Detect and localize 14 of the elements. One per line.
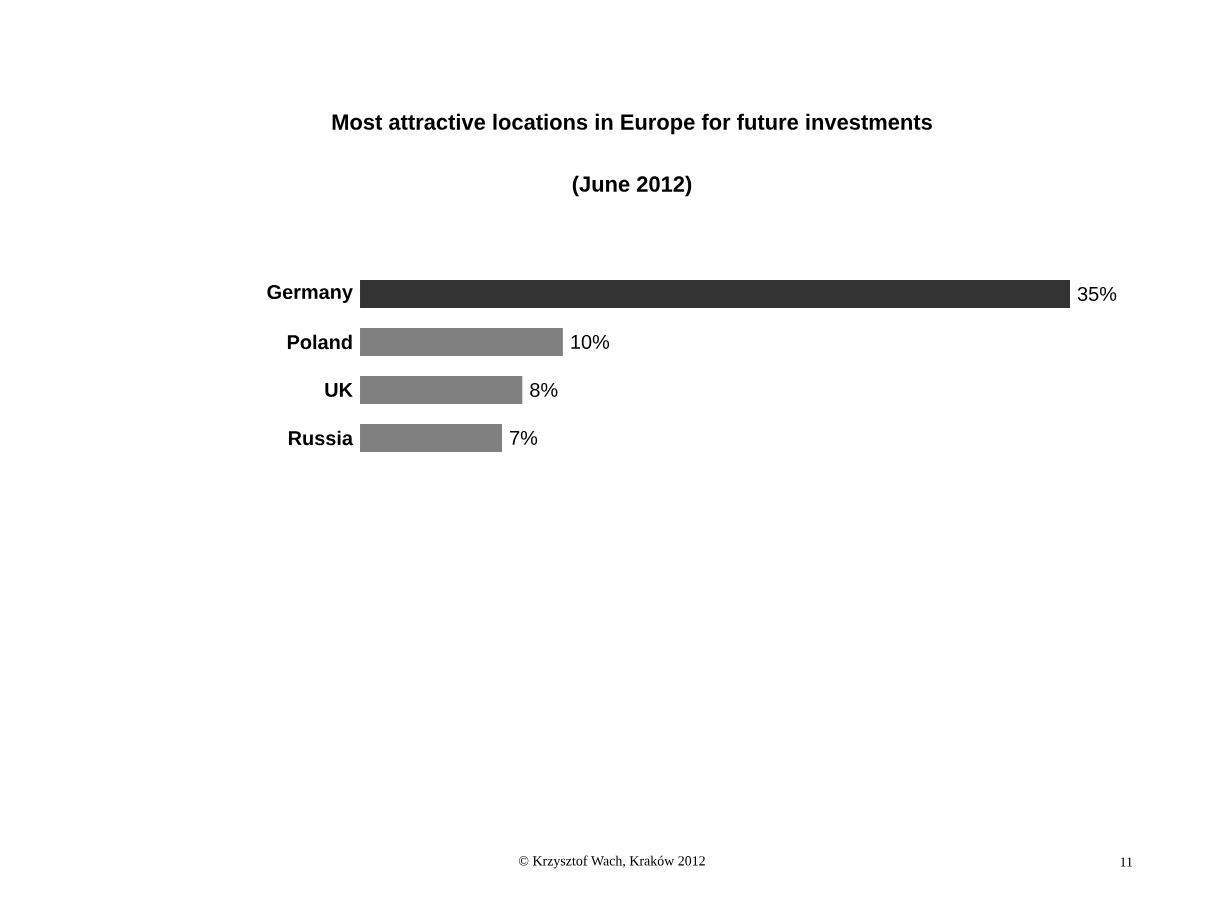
- data-label: 7%: [510, 430, 538, 445]
- data-label: 10%: [571, 334, 610, 350]
- chart-title: Most attractive locations in Europe for future investments: [332, 113, 932, 135]
- data-label: 8%: [530, 382, 558, 398]
- bar: [360, 327, 563, 356]
- bar: [360, 279, 1071, 308]
- bar: [360, 423, 503, 452]
- data-label: 35%: [1077, 286, 1117, 302]
- chart-subtitle: (June 2012): [572, 175, 692, 197]
- bar: [360, 375, 523, 404]
- y-tick-label: Russia: [288, 430, 354, 446]
- y-tick-label: UK: [325, 383, 353, 397]
- y-tick-label: Poland: [287, 334, 352, 350]
- y-tick-label: Germany: [267, 284, 353, 303]
